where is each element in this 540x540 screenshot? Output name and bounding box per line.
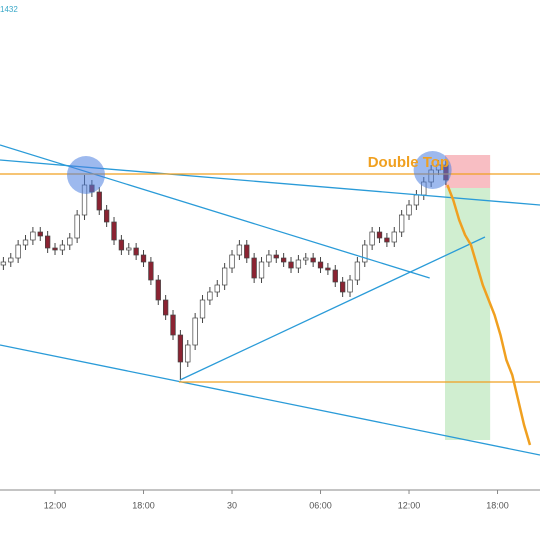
candle-body (67, 237, 73, 246)
candle-body (44, 235, 51, 249)
candle-body (8, 257, 14, 263)
candle-body (118, 239, 125, 251)
candle-body (207, 291, 213, 301)
candle-body (398, 214, 405, 233)
candle-body (15, 244, 21, 259)
candle-body (258, 261, 265, 279)
candle-body (236, 244, 243, 256)
candle-body (140, 254, 147, 263)
candle-body (170, 314, 176, 336)
annotation: Double Top (368, 154, 449, 171)
candle-body (103, 209, 110, 223)
x-tick-label: 18:00 (486, 500, 509, 510)
candle-body (317, 261, 324, 269)
candle-body (30, 231, 36, 241)
candle-body (325, 267, 331, 271)
candle-body (376, 231, 383, 239)
x-tick-label: 12:00 (398, 500, 421, 510)
zone (445, 188, 491, 440)
candle-body (251, 257, 257, 279)
candle-body (369, 231, 375, 246)
candle-body (192, 317, 198, 346)
candle-body (22, 239, 29, 246)
x-tick-label: 06:00 (309, 500, 332, 510)
highlight-circle (413, 151, 452, 189)
candle-body (148, 261, 154, 281)
trend-line (0, 344, 540, 456)
candle-body (244, 244, 250, 259)
candle-body (288, 261, 294, 269)
candle-body (214, 284, 220, 293)
candle-body (332, 269, 338, 283)
candle-body (362, 244, 368, 263)
header-text: 1432 (0, 5, 18, 14)
candle-body (347, 279, 353, 293)
projection-line (446, 184, 532, 446)
candle-body (266, 254, 272, 263)
candle-body (74, 214, 80, 239)
candle-body (133, 247, 139, 256)
candle-body (111, 221, 117, 241)
candle-body (229, 254, 235, 269)
candle-body (303, 257, 309, 261)
candle-body (339, 281, 346, 293)
candle-body (177, 334, 184, 363)
candle-body (185, 344, 191, 363)
candle-body (52, 247, 58, 251)
candle-body (37, 231, 43, 237)
candle-body (280, 257, 287, 263)
candle-body (126, 247, 132, 251)
candle-body (96, 191, 102, 211)
candle-body (354, 261, 361, 281)
zone (445, 155, 491, 188)
x-tick-label: 18:00 (132, 500, 155, 510)
candle-body (59, 244, 66, 251)
candle-body (221, 267, 228, 286)
candle-body (162, 299, 169, 316)
candle-body (199, 299, 206, 319)
candle-body (384, 237, 390, 243)
candle-body (295, 259, 302, 269)
x-tick-label: 30 (227, 500, 237, 510)
candle-body (310, 257, 316, 263)
candle-body (391, 231, 397, 243)
candle-body (413, 194, 420, 206)
candle-body (406, 204, 412, 216)
highlight-circle (66, 156, 105, 194)
x-tick-label: 12:00 (44, 500, 67, 510)
candle-body (0, 261, 7, 266)
candle-body (155, 279, 161, 301)
candle-body (273, 254, 279, 259)
trend-line (179, 236, 486, 381)
